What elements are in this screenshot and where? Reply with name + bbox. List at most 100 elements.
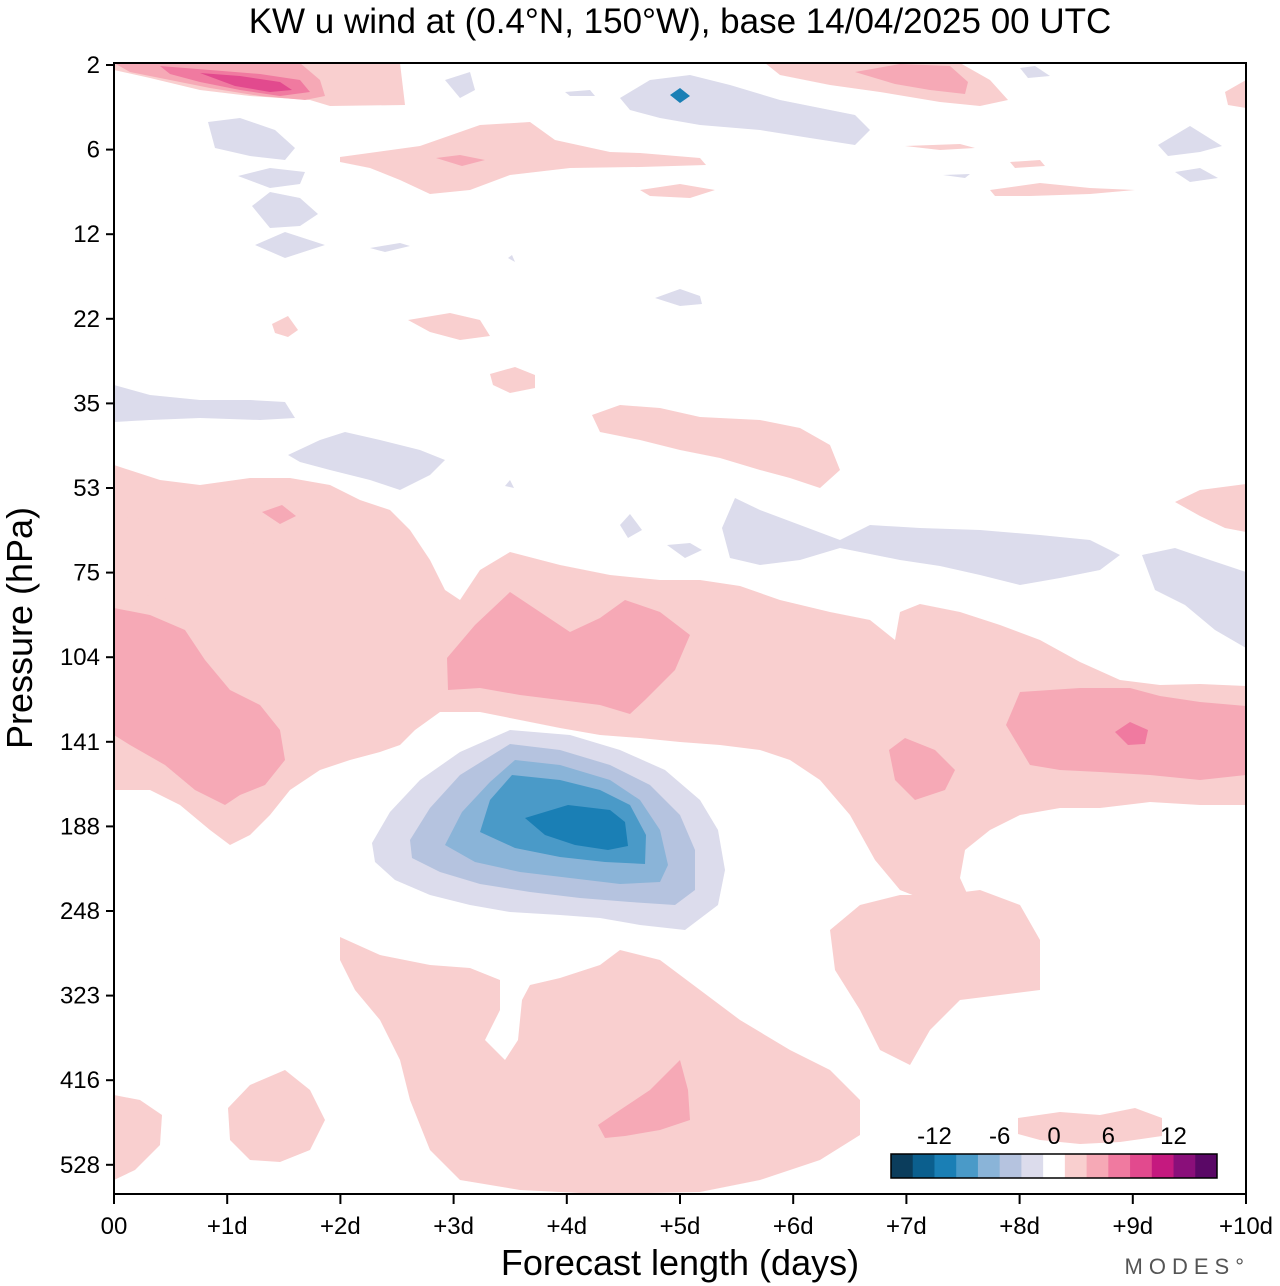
- x-tick-label: 00: [101, 1213, 128, 1240]
- colorbar-swatch: [1086, 1154, 1109, 1178]
- x-axis-label: Forecast length (days): [501, 1242, 859, 1283]
- neg-45: [288, 432, 445, 490]
- colorbar-label: 6: [1102, 1123, 1115, 1150]
- modes-logo: MODES°: [1125, 1254, 1250, 1279]
- pos-lower-right-small: [1018, 1108, 1162, 1144]
- neg-12: [255, 232, 325, 258]
- pos2-lower: [598, 1060, 690, 1138]
- neg5-top: [670, 88, 690, 103]
- colorbar-swatch: [1021, 1154, 1044, 1178]
- neg-53-dot: [505, 480, 514, 488]
- pos2-left-104: [114, 608, 285, 805]
- pos-lower-right: [830, 890, 1040, 1065]
- pos-lower-left-small: [228, 1070, 325, 1162]
- pos-band-top-edge: [1225, 80, 1246, 108]
- y-tick-label: 248: [60, 898, 100, 925]
- pos-patch-53-right: [1175, 484, 1246, 532]
- pos2-6hpa: [436, 155, 485, 166]
- x-tick-label: +6d: [773, 1213, 814, 1240]
- colorbar-swatch: [977, 1154, 1001, 1178]
- neg-top-3: [620, 75, 870, 145]
- x-tick-label: +10d: [1219, 1213, 1273, 1240]
- y-tick-label: 22: [73, 306, 100, 333]
- neg-85-right: [1142, 548, 1246, 648]
- pos-patch-30: [490, 367, 535, 393]
- colorbar-label: 12: [1160, 1123, 1187, 1150]
- y-tick-label: 6: [87, 137, 100, 164]
- pos3-right-141: [1115, 722, 1148, 745]
- chart-title: KW u wind at (0.4°N, 150°W), base 14/04/…: [249, 2, 1112, 41]
- x-tick-label: +1d: [207, 1213, 248, 1240]
- colorbar-label: -12: [917, 1123, 952, 1150]
- y-tick-label: 141: [60, 729, 100, 756]
- colorbar-swatch: [891, 1154, 914, 1178]
- neg-70: [667, 543, 702, 558]
- pos-patch-6: [340, 122, 706, 194]
- x-tick-label: +7d: [886, 1213, 927, 1240]
- colorbar: -12 -6 0 6 12: [890, 1123, 1218, 1179]
- y-tick-label: 528: [60, 1152, 100, 1179]
- x-tick-label: +2d: [320, 1213, 361, 1240]
- neg-35: [114, 385, 295, 422]
- x-axis: 00 +1d +2d +3d +4d +5d +6d +7d +8d +9d +10d: [101, 1194, 1273, 1240]
- pos-patch-9b: [990, 183, 1135, 196]
- pos-patch-9c: [640, 184, 715, 198]
- y-tick-label: 188: [60, 813, 100, 840]
- colorbar-frame: [890, 1153, 1218, 1179]
- pos-lower-center: [340, 937, 860, 1194]
- neg-60: [620, 514, 642, 538]
- pos-main-tropopause: [114, 465, 1246, 906]
- colorbar-swatch: [1151, 1154, 1175, 1178]
- pos2-53hpa: [262, 505, 296, 524]
- neg-15: [508, 255, 515, 262]
- colorbar-swatch: [934, 1154, 957, 1178]
- colorbar-swatch: [1064, 1154, 1088, 1178]
- y-tick-label: 416: [60, 1067, 100, 1094]
- y-tick-label: 12: [73, 221, 100, 248]
- neg-75-right: [722, 498, 1120, 585]
- neg-6-left: [208, 118, 295, 160]
- pos-patch-40: [592, 405, 840, 488]
- y-axis: 2 6 12 22 35 53 75 104 141 188 248 323 416 528: [60, 52, 114, 1179]
- pos-lower-left-edge: [114, 1095, 162, 1180]
- pos-mid-upper-patch: [114, 516, 320, 604]
- y-tick-label: 35: [73, 390, 100, 417]
- x-tick-label: +5d: [660, 1213, 701, 1240]
- neg-6-right: [1158, 126, 1222, 156]
- pos-patch-9a: [1010, 160, 1045, 168]
- pos2-top-right: [855, 64, 968, 94]
- neg-10: [252, 192, 318, 228]
- x-tick-label: +8d: [999, 1213, 1040, 1240]
- colorbar-swatch: [956, 1154, 979, 1178]
- pos-dot-85: [390, 592, 402, 614]
- neg-9-right: [1175, 168, 1218, 182]
- pos2-center-104: [447, 592, 690, 714]
- positive-contour-layer-1: [114, 63, 1246, 1194]
- neg-top-2: [565, 90, 595, 96]
- contour-field: [114, 63, 1246, 1194]
- neg-9-right2: [943, 174, 970, 178]
- colorbar-swatch: [912, 1154, 935, 1178]
- negative-contour-layer-5: [525, 88, 690, 850]
- neg-top-1: [445, 72, 475, 98]
- pos-patch-22a: [272, 316, 298, 337]
- colorbar-swatch: [1043, 1154, 1066, 1178]
- y-tick-label: 2: [87, 52, 100, 79]
- y-tick-label: 75: [73, 560, 100, 587]
- pos-patch-6-right: [905, 144, 975, 150]
- colorbar-swatch: [1130, 1154, 1153, 1178]
- positive-contour-layer-4: [200, 73, 292, 92]
- colorbar-swatch: [999, 1154, 1022, 1178]
- y-tick-label: 53: [73, 475, 100, 502]
- x-tick-label: +4d: [546, 1213, 587, 1240]
- x-tick-label: +3d: [433, 1213, 474, 1240]
- pos2-right-160: [889, 738, 955, 800]
- y-axis-label: Pressure (hPa): [0, 507, 40, 749]
- colorbar-swatch: [1108, 1154, 1131, 1178]
- colorbar-swatch: [1195, 1154, 1218, 1178]
- y-tick-label: 323: [60, 983, 100, 1010]
- colorbar-swatch: [1173, 1154, 1196, 1178]
- neg-20: [655, 289, 702, 306]
- neg-14: [370, 243, 410, 252]
